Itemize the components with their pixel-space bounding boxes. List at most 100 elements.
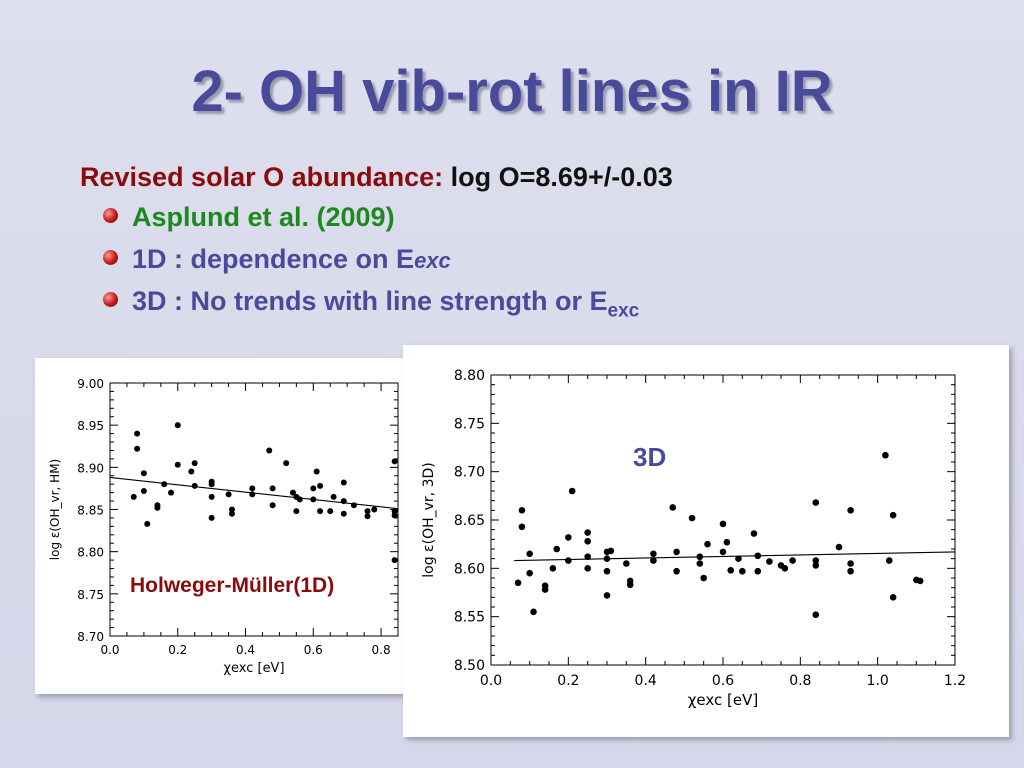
data-point [789, 557, 796, 564]
data-point [565, 534, 572, 541]
data-point [916, 577, 924, 585]
bullet-asplund: Asplund et al. (2009) [103, 202, 395, 233]
data-point [283, 460, 290, 467]
data-point [340, 498, 347, 505]
data-point [140, 470, 147, 477]
chart-3d-panel: 8.50 8.55 8.60 8.65 8.70 8.75 8.80 0.0 0.2 0.4 0.6… [403, 345, 1009, 737]
data-point [228, 510, 235, 517]
data-point [174, 422, 181, 429]
data-point [603, 592, 611, 599]
plot-frame [490, 374, 956, 666]
bullet-dot-icon [103, 250, 118, 265]
data-point [526, 569, 533, 577]
x-tick-label: 0.6 [304, 643, 323, 657]
data-point [754, 552, 762, 560]
data-point [144, 520, 151, 527]
data-point [650, 550, 657, 558]
chart-3d-label: 3D [633, 442, 667, 472]
data-point [208, 514, 215, 521]
data-point [626, 581, 634, 589]
data-point [269, 485, 276, 492]
data-point [565, 557, 572, 564]
data-point [154, 504, 161, 511]
y-tick-label: 8.60 [454, 561, 485, 577]
data-point [584, 529, 591, 536]
data-point [514, 579, 522, 587]
data-point [603, 555, 611, 562]
y-axis-label: log ε(OH_vr, HM) [48, 459, 62, 560]
data-point [835, 543, 843, 551]
data-point [553, 545, 561, 553]
data-point [847, 507, 854, 514]
data-point [191, 460, 198, 467]
data-point [330, 493, 337, 500]
data-point [568, 487, 576, 495]
y-tick-label: 8.70 [77, 630, 104, 644]
data-point [735, 555, 742, 562]
data-point [673, 567, 680, 575]
y-tick-label: 8.95 [77, 419, 104, 433]
data-point [249, 491, 256, 498]
x-tick-label: 0.0 [480, 673, 502, 689]
data-point [391, 458, 398, 465]
data-point [847, 567, 854, 575]
data-point [847, 560, 854, 567]
data-point [350, 502, 357, 509]
x-axis-label: χexc [eV] [688, 691, 758, 709]
data-point [766, 558, 773, 565]
data-point [310, 496, 317, 503]
data-point [313, 468, 320, 475]
chart-1d: 8.70 8.75 8.80 8.85 8.90 8.95 9.00 0.0 0.2 0.4 0.6… [48, 377, 399, 676]
chart-1d-label: Holweger-Müller(1D) [130, 574, 335, 597]
data-point [228, 506, 235, 513]
x-tick-label: 1.2 [944, 673, 966, 689]
data-point [174, 461, 181, 468]
x-tick-label: 0.0 [100, 643, 119, 657]
data-point [188, 468, 195, 475]
data-point [704, 540, 711, 548]
data-point [364, 508, 371, 515]
data-point [812, 499, 820, 506]
data-point [889, 594, 897, 601]
data-point [889, 511, 897, 519]
data-point [623, 560, 630, 567]
data-point [310, 485, 317, 492]
y-tick-label: 8.75 [454, 416, 485, 432]
chart-3d: 8.50 8.55 8.60 8.65 8.70 8.75 8.80 0.0 0.2 0.4 0.6… [421, 368, 966, 709]
data-point [518, 507, 526, 514]
data-point [140, 487, 147, 494]
data-point [340, 479, 347, 486]
chart-1d-panel: 8.70 8.75 8.80 8.85 8.90 8.95 9.00 0.0 0.2 0.4 0.6… [35, 358, 415, 694]
data-point [134, 430, 141, 437]
data-point [167, 489, 174, 496]
x-tick-label: 0.8 [789, 673, 811, 689]
data-point [607, 547, 615, 555]
data-point [750, 530, 758, 537]
plot-frame [109, 382, 399, 637]
x-tick-label: 0.2 [557, 673, 579, 689]
data-point [391, 557, 398, 564]
x-tick-label: 0.8 [372, 643, 391, 657]
data-point [688, 514, 696, 522]
x-tick-label: 1.0 [867, 673, 889, 689]
data-point [130, 493, 137, 500]
data-point [673, 548, 680, 556]
bullet-subscript: exc [414, 248, 451, 273]
bullet-dot-icon [103, 208, 118, 223]
data-point [696, 553, 704, 561]
y-tick-label: 8.50 [454, 658, 485, 674]
y-tick-label: 8.70 [454, 465, 485, 481]
data-point [191, 482, 198, 489]
data-point [882, 451, 889, 459]
data-point [727, 566, 735, 574]
data-point [812, 557, 820, 564]
data-point [700, 574, 707, 582]
data-point [518, 523, 526, 531]
abundance-value: log O=8.69+/-0.03 [450, 162, 673, 192]
data-point [317, 508, 324, 515]
y-tick-label: 8.80 [77, 546, 104, 560]
data-point [391, 512, 398, 519]
y-tick-label: 9.00 [77, 377, 104, 391]
slide-title: 2- OH vib-rot lines in IR [191, 59, 833, 124]
y-tick-label: 8.85 [77, 504, 104, 518]
